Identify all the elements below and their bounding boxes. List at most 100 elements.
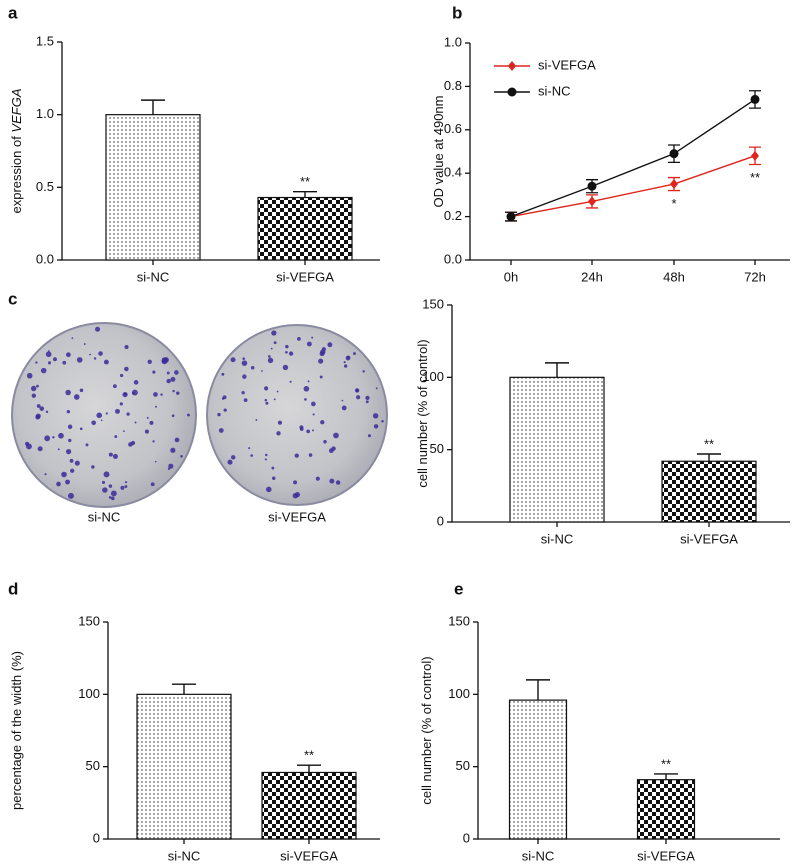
colony: [101, 480, 106, 484]
colony: [83, 343, 86, 345]
colony: [243, 398, 248, 403]
colony: [124, 481, 128, 484]
y-axis-label-text: OD value at 490nm: [431, 95, 446, 207]
panel-label: a: [8, 3, 18, 22]
error-bar: [545, 362, 569, 378]
colony: [276, 390, 279, 393]
colony: [134, 421, 137, 424]
colony: [132, 391, 135, 395]
colony: [67, 492, 74, 499]
legend-marker: [508, 61, 516, 71]
colony: [44, 435, 51, 442]
colony: [241, 391, 245, 395]
colony: [96, 412, 103, 419]
y-axis-label-text: percentage of the width (%): [9, 651, 24, 810]
colony: [124, 485, 128, 488]
colony: [230, 455, 236, 460]
colony: [105, 412, 108, 415]
y-axis-label-text: cell number (% of control): [419, 656, 434, 804]
colony: [150, 482, 155, 487]
bar: [508, 699, 568, 840]
colony: [95, 326, 101, 332]
y-tick-label: 0.5: [36, 179, 54, 194]
colony: [264, 398, 268, 402]
colony: [48, 350, 50, 352]
colony: [264, 458, 267, 461]
colony: [375, 387, 378, 390]
colony: [108, 484, 113, 488]
dish-photo: [206, 324, 388, 506]
colony: [273, 398, 276, 401]
colony: [35, 361, 38, 364]
colony: [311, 401, 316, 407]
y-tick-label: 100: [78, 686, 100, 701]
y-tick-label: 1.0: [444, 34, 462, 49]
colony: [68, 438, 72, 443]
colony: [89, 353, 91, 356]
colony: [52, 436, 55, 439]
colony: [170, 376, 176, 382]
colony: [52, 357, 57, 362]
colony: [172, 389, 175, 393]
colony: [114, 435, 118, 438]
y-axis-label: cell number (% of control): [419, 656, 434, 804]
photo-caption: si-NC: [88, 509, 121, 524]
colony: [264, 386, 269, 391]
colony: [91, 465, 95, 469]
colony: [285, 344, 289, 349]
colony: [71, 337, 74, 339]
colony: [119, 402, 123, 406]
colony: [288, 351, 294, 356]
colony: [152, 440, 155, 443]
colony: [277, 420, 283, 425]
colony: [353, 352, 356, 355]
x-tick-label: 72h: [744, 269, 766, 284]
bar: [261, 771, 357, 840]
y-tick-label: 50: [86, 758, 100, 773]
colony: [66, 409, 71, 414]
colony: [331, 446, 336, 451]
colony: [146, 416, 149, 419]
colony: [221, 372, 225, 376]
error-bar: [526, 679, 550, 701]
colony: [255, 418, 258, 421]
colony: [170, 447, 176, 453]
error-bar: [141, 99, 165, 115]
bar: [257, 196, 353, 261]
colony: [335, 480, 341, 485]
x-tick-label: si-NC: [137, 269, 170, 284]
colony: [36, 404, 41, 408]
y-axis-label: OD value at 490nm: [431, 95, 446, 207]
colony: [250, 454, 254, 457]
colony: [303, 385, 310, 392]
colony: [166, 371, 170, 375]
colony: [311, 429, 314, 432]
x-tick-label: si-VEFGA: [280, 848, 338, 863]
panel-label: d: [8, 579, 18, 598]
colony: [187, 413, 190, 417]
colony: [299, 425, 304, 430]
colony: [365, 395, 370, 400]
colony: [102, 487, 108, 493]
colony: [115, 408, 120, 414]
series-line: [510, 98, 756, 218]
colony: [174, 370, 179, 375]
colony: [126, 412, 130, 416]
colony: [315, 476, 320, 481]
colony: [329, 478, 335, 484]
colony: [242, 374, 247, 379]
axis-line: [469, 43, 790, 261]
y-tick-label: 50: [430, 441, 444, 456]
colony: [65, 389, 71, 396]
y-tick-label: 150: [422, 296, 444, 311]
colony: [153, 392, 158, 397]
marker: [669, 149, 679, 159]
colony: [261, 370, 263, 372]
colony: [47, 361, 52, 365]
colony: [344, 364, 348, 368]
y-tick-label: 0.4: [444, 165, 462, 180]
colony: [333, 432, 339, 439]
colony: [155, 405, 157, 408]
significance: **: [300, 174, 310, 189]
